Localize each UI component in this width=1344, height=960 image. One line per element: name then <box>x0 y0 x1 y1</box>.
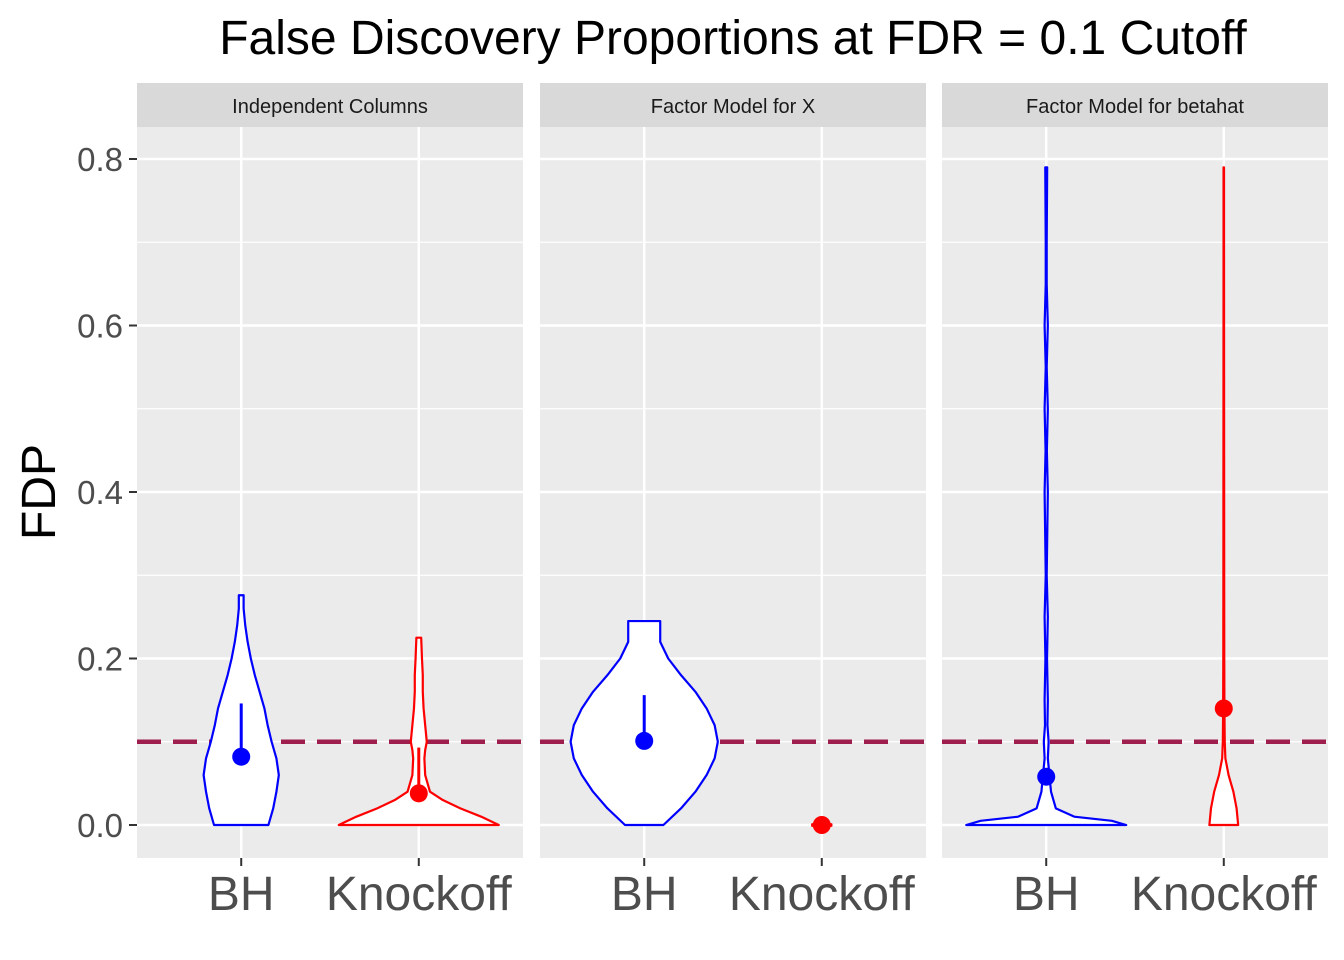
chart-title: False Discovery Proportions at FDR = 0.1… <box>219 12 1247 65</box>
panel-1-strip-label: Independent Columns <box>232 96 428 118</box>
panel-1-x-tick-label-bh: BH <box>208 868 275 921</box>
panel-3: Factor Model for betahat BH Knockoff <box>942 83 1328 921</box>
panel-1: Independent Columns BH Knockoff <box>137 83 523 921</box>
panel-2-x-tick-label-knockoff: Knockoff <box>729 868 916 921</box>
panel-3-violin-bh <box>965 166 1128 827</box>
panel-3-strip <box>942 83 1328 127</box>
y-tick-label: 0.8 <box>77 141 123 178</box>
panel-1-violin-knockoff <box>337 636 500 827</box>
y-tick-label: 0.6 <box>77 308 123 345</box>
y-tick-label: 0.0 <box>77 807 123 844</box>
panel-2-mean-point-bh <box>635 731 654 750</box>
panel-1-x-tick-label-knockoff: Knockoff <box>326 868 513 921</box>
y-tick-label: 0.2 <box>77 641 123 678</box>
panel-3-mean-point-bh <box>1037 767 1056 786</box>
panel-2-x-tick-label-bh: BH <box>611 868 678 921</box>
panel-2-strip <box>540 83 926 127</box>
panel-3-violin-knockoff <box>1208 166 1240 827</box>
panel-2: Factor Model for X BH Knockoff <box>540 83 926 921</box>
panel-3-strip-label: Factor Model for betahat <box>1026 96 1244 118</box>
y-axis-label: FDP <box>13 444 66 540</box>
panel-2-strip-label: Factor Model for X <box>651 96 816 118</box>
panel-2-mean-point-knockoff <box>812 816 831 834</box>
panel-3-mean-point-knockoff <box>1214 699 1233 718</box>
panel-1-strip <box>137 83 523 127</box>
panel-1-mean-point-knockoff <box>409 784 428 803</box>
y-tick-label: 0.4 <box>77 474 123 511</box>
panel-3-x-tick-label-bh: BH <box>1013 868 1080 921</box>
panel-3-x-tick-label-knockoff: Knockoff <box>1131 868 1318 921</box>
panel-1-mean-point-bh <box>232 747 251 766</box>
